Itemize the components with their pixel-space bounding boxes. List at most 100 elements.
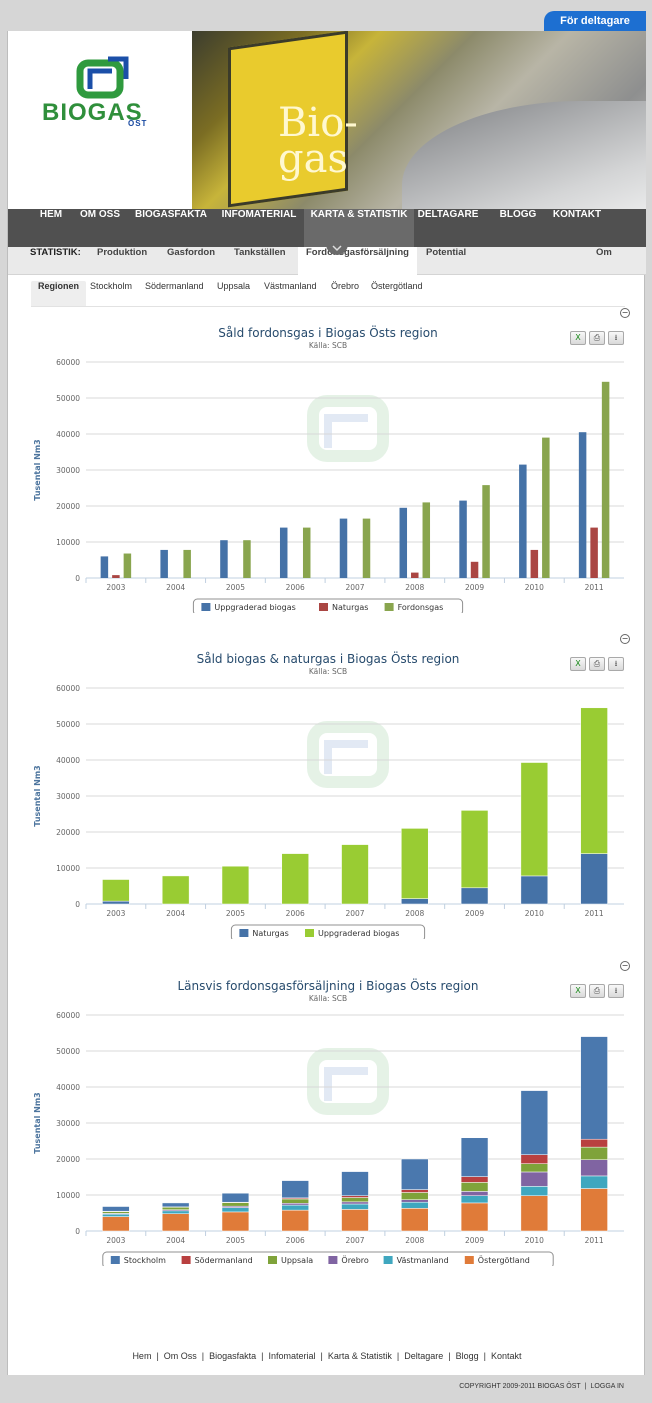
- stacked-bar-segment[interactable]: [281, 1198, 309, 1204]
- bar-naturgas[interactable]: [470, 561, 479, 578]
- stacked-bar-segment[interactable]: [460, 1137, 489, 1177]
- stacked-bar-segment[interactable]: [221, 1207, 250, 1213]
- bar-fordonsgas[interactable]: [542, 437, 550, 578]
- stacked-bar-segment[interactable]: [580, 1146, 608, 1160]
- legend-label[interactable]: Örebro: [341, 1255, 369, 1265]
- print-icon[interactable]: ⎙: [589, 657, 605, 671]
- legend-label[interactable]: Södermanland: [195, 1256, 253, 1265]
- subnav-item-potential[interactable]: Potential: [426, 247, 467, 258]
- footer-link[interactable]: Deltagare: [404, 1351, 444, 1361]
- stacked-bar-segment[interactable]: [460, 1202, 489, 1232]
- bar-fordonsgas[interactable]: [601, 381, 610, 578]
- subnav-item-fordonsgasforsaljning[interactable]: Fordonsgasförsäljning: [298, 247, 417, 275]
- stacked-bar-segment[interactable]: [221, 1202, 250, 1207]
- stacked-bar-segment[interactable]: [161, 1213, 190, 1232]
- bar-fordonsgas[interactable]: [243, 540, 251, 578]
- stacked-bar-segment[interactable]: [460, 1182, 489, 1192]
- legend-swatch[interactable]: [383, 1256, 393, 1264]
- stacked-bar-segment[interactable]: [401, 1208, 429, 1232]
- subnav-item-gasfordon[interactable]: Gasfordon: [167, 247, 216, 258]
- nav-item-deltagare[interactable]: DELTAGARE: [417, 209, 479, 220]
- excel-export-icon[interactable]: X: [570, 331, 586, 345]
- stacked-bar-segment[interactable]: [401, 1192, 429, 1200]
- stacked-bar-segment[interactable]: [281, 1204, 309, 1211]
- stacked-bar-segment[interactable]: [520, 762, 549, 877]
- footer-link[interactable]: Karta & Statistik: [327, 1351, 392, 1361]
- nav-item-infomaterial[interactable]: INFOMATERIAL: [221, 209, 297, 220]
- stacked-bar-segment[interactable]: [221, 1211, 250, 1232]
- stacked-bar-segment[interactable]: [520, 875, 549, 905]
- bar-fordonsgas[interactable]: [302, 527, 311, 578]
- region-tab-stockholm[interactable]: Stockholm: [90, 281, 133, 291]
- stacked-bar-segment[interactable]: [281, 1180, 309, 1199]
- stacked-bar-segment[interactable]: [401, 1201, 429, 1209]
- print-icon[interactable]: ⎙: [589, 984, 605, 998]
- region-tab-regionen[interactable]: Regionen: [31, 281, 87, 307]
- stacked-bar-segment[interactable]: [460, 1176, 489, 1183]
- stacked-bar-segment[interactable]: [401, 1158, 429, 1190]
- region-tab-sodermanland[interactable]: Södermanland: [145, 281, 204, 291]
- logo[interactable]: BIOGAS ÖST: [8, 31, 192, 209]
- excel-export-icon[interactable]: X: [570, 984, 586, 998]
- legend-label[interactable]: Naturgas: [252, 929, 288, 938]
- legend-swatch[interactable]: [305, 929, 314, 937]
- legend-label[interactable]: Uppgraderad biogas: [214, 603, 295, 612]
- bar-uppgraderad-biogas[interactable]: [220, 540, 228, 578]
- legend-label[interactable]: Östergötland: [478, 1255, 530, 1265]
- bar-uppgraderad-biogas[interactable]: [279, 527, 288, 578]
- participant-login-button[interactable]: För deltagare: [544, 11, 646, 31]
- stacked-bar-segment[interactable]: [221, 865, 250, 905]
- nav-item-om-oss[interactable]: OM OSS: [79, 209, 120, 220]
- bar-fordonsgas[interactable]: [183, 549, 191, 578]
- region-tab-ostergotland[interactable]: Östergötland: [371, 281, 423, 291]
- collapse-chart-2-icon[interactable]: −: [620, 634, 630, 644]
- stacked-bar-segment[interactable]: [102, 1206, 130, 1212]
- bar-uppgraderad-biogas[interactable]: [459, 500, 467, 578]
- stacked-bar-segment[interactable]: [161, 1206, 190, 1211]
- collapse-chart-3-icon[interactable]: −: [620, 961, 630, 971]
- stacked-bar-segment[interactable]: [580, 1138, 608, 1148]
- region-tab-vastmanland[interactable]: Västmanland: [264, 281, 317, 291]
- stacked-bar-segment[interactable]: [102, 1216, 130, 1232]
- stacked-bar-segment[interactable]: [401, 828, 429, 899]
- stacked-bar-segment[interactable]: [520, 1163, 549, 1173]
- stacked-bar-segment[interactable]: [580, 1188, 608, 1232]
- legend-swatch[interactable]: [464, 1256, 474, 1264]
- stacked-bar-segment[interactable]: [102, 879, 130, 902]
- stacked-bar-segment[interactable]: [460, 810, 489, 889]
- bar-fordonsgas[interactable]: [123, 553, 132, 578]
- region-tab-uppsala[interactable]: Uppsala: [217, 281, 251, 291]
- login-link[interactable]: LOGGA IN: [590, 1383, 624, 1390]
- subnav-item-produktion[interactable]: Produktion: [97, 247, 148, 258]
- bar-uppgraderad-biogas[interactable]: [339, 518, 348, 578]
- stacked-bar-segment[interactable]: [281, 1203, 309, 1206]
- legend-swatch[interactable]: [319, 603, 328, 611]
- bar-naturgas[interactable]: [411, 572, 419, 578]
- legend-swatch[interactable]: [181, 1256, 191, 1264]
- nav-item-kontakt[interactable]: KONTAKT: [552, 209, 602, 220]
- stacked-bar-segment[interactable]: [580, 1036, 608, 1140]
- bar-uppgraderad-biogas[interactable]: [578, 432, 587, 578]
- footer-link[interactable]: Infomaterial: [268, 1351, 316, 1361]
- stacked-bar-segment[interactable]: [520, 1171, 549, 1187]
- stacked-bar-segment[interactable]: [341, 1195, 369, 1198]
- stacked-bar-segment[interactable]: [520, 1154, 549, 1164]
- stacked-bar-segment[interactable]: [520, 1090, 549, 1155]
- collapse-chart-1-icon[interactable]: −: [620, 308, 630, 318]
- download-icon[interactable]: ⭳: [608, 657, 624, 671]
- bar-naturgas[interactable]: [590, 527, 598, 578]
- stacked-bar-segment[interactable]: [520, 1186, 549, 1196]
- bar-naturgas[interactable]: [530, 549, 539, 578]
- bar-fordonsgas[interactable]: [422, 502, 431, 578]
- download-icon[interactable]: ⭳: [608, 984, 624, 998]
- stacked-bar-segment[interactable]: [401, 1189, 429, 1193]
- download-icon[interactable]: ⭳: [608, 331, 624, 345]
- footer-link[interactable]: Om Oss: [163, 1351, 197, 1361]
- stacked-bar-segment[interactable]: [580, 1159, 608, 1177]
- legend-label[interactable]: Västmanland: [397, 1256, 449, 1265]
- bar-uppgraderad-biogas[interactable]: [100, 556, 109, 578]
- legend-swatch[interactable]: [201, 603, 211, 611]
- legend-swatch[interactable]: [239, 929, 249, 937]
- nav-item-karta-statistik[interactable]: KARTA & STATISTIK: [304, 209, 414, 247]
- footer-link[interactable]: Kontakt: [491, 1351, 522, 1361]
